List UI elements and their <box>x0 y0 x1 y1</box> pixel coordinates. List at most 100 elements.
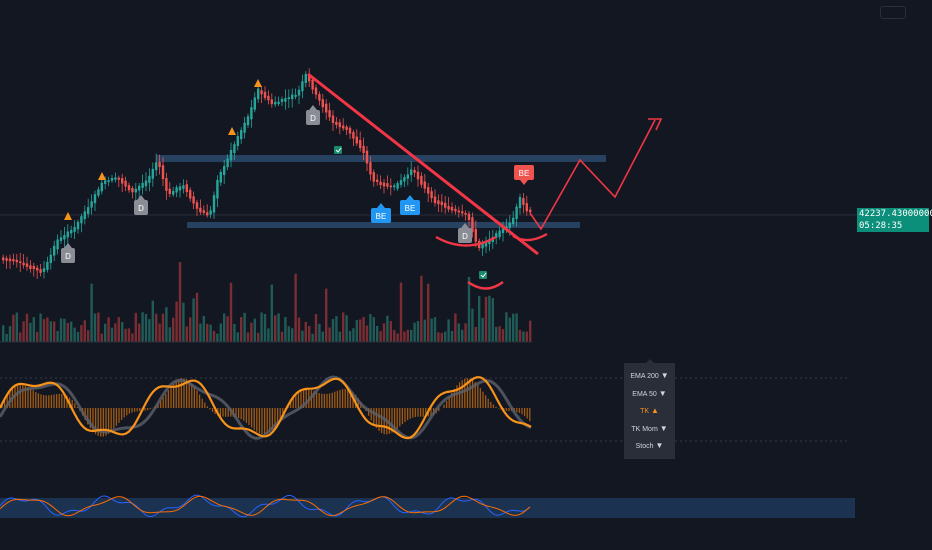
volume-bar <box>97 312 100 342</box>
candle-body <box>342 125 345 129</box>
be-bull-tag: BE <box>371 203 391 223</box>
volume-bar <box>243 312 246 342</box>
candle-body <box>471 217 474 233</box>
volume-bar <box>104 323 107 342</box>
candle-body <box>399 180 403 185</box>
volume-bar <box>410 329 413 342</box>
candle-body <box>508 222 511 229</box>
candle-body <box>246 116 250 126</box>
candle-body <box>328 110 331 118</box>
volume-bar <box>467 276 471 342</box>
tk-line <box>0 376 532 440</box>
volume-bar <box>229 282 233 342</box>
candle-body <box>355 136 358 144</box>
candle-body <box>376 179 379 182</box>
candle-body <box>209 210 212 215</box>
candle-body <box>331 115 335 123</box>
volume-bar <box>25 313 29 342</box>
candle-body <box>148 175 151 183</box>
candle-body <box>195 202 199 209</box>
volume-bar <box>172 317 175 342</box>
candle-body <box>22 262 25 266</box>
volume-bar <box>396 333 399 342</box>
volume-bar <box>15 312 18 342</box>
candle-body <box>267 95 270 101</box>
legend-item-ema50[interactable]: EMA 50 ▼ <box>624 385 675 403</box>
volume-bar <box>236 332 239 342</box>
volume-bar <box>223 313 226 342</box>
volume-bar <box>253 318 256 342</box>
candle-body <box>294 94 297 97</box>
trendline <box>307 72 539 256</box>
volume-bar <box>182 302 185 342</box>
volume-bar <box>199 323 202 342</box>
legend-item-tk-mom[interactable]: TK Mom ▼ <box>624 420 675 438</box>
volume-bar <box>2 325 5 342</box>
volume-bar <box>185 326 188 342</box>
candle-body <box>263 91 267 98</box>
volume-bar <box>413 322 416 342</box>
settings-button[interactable] <box>880 6 906 19</box>
volume-bar <box>212 330 216 342</box>
volume-bar <box>80 325 83 342</box>
volume-bar <box>246 332 250 342</box>
legend-item-stoch[interactable]: Stoch ▼ <box>624 437 675 455</box>
volume-bar <box>257 332 260 342</box>
volume-bar <box>416 321 420 342</box>
candle-body <box>87 207 90 214</box>
candle-body <box>155 162 158 171</box>
candle-body <box>90 201 93 208</box>
candle-body <box>243 122 246 133</box>
volume-bar <box>382 323 386 342</box>
candle-body <box>70 229 73 234</box>
d-signal-tag: D <box>306 105 320 125</box>
candle-body <box>529 209 532 213</box>
volume-bar <box>90 283 93 342</box>
volume-bar <box>328 327 331 342</box>
candle-body <box>182 185 185 189</box>
candle-body <box>216 179 219 199</box>
candle-body <box>522 198 525 205</box>
volume-bar <box>362 316 365 342</box>
volume-bar <box>270 284 273 342</box>
volume-bar <box>325 288 328 342</box>
volume-bar <box>70 321 73 342</box>
volume-bar <box>287 326 290 342</box>
volume-bar <box>59 318 63 342</box>
warning-triangle-icon <box>64 212 72 220</box>
candle-body <box>189 189 192 199</box>
volume-bar <box>464 323 467 342</box>
volume-bar <box>240 317 243 342</box>
volume-bar <box>444 331 447 342</box>
volume-bar <box>151 300 154 342</box>
volume-bar <box>138 323 141 342</box>
candle-body <box>202 210 205 213</box>
candle-body <box>335 121 338 125</box>
candle-body <box>63 235 66 240</box>
candle-body <box>15 259 18 263</box>
volume-bar <box>399 282 403 342</box>
volume-bar <box>471 308 474 342</box>
check-icon <box>480 272 487 278</box>
volume-bar <box>318 323 321 342</box>
legend-item-ema200[interactable]: EMA 200 ▼ <box>624 367 675 385</box>
warning-triangle-icon <box>254 79 262 87</box>
volume-bar <box>386 315 389 342</box>
candle-body <box>19 261 22 264</box>
volume-bar <box>53 321 56 342</box>
volume-bar <box>56 330 59 342</box>
volume-bar <box>393 330 396 342</box>
volume-bar <box>481 317 484 342</box>
volume-bar <box>280 331 284 342</box>
volume-bar <box>216 333 219 342</box>
candle-body <box>416 171 420 180</box>
candle-body <box>430 191 433 199</box>
volume-bar <box>437 332 440 342</box>
candle-body <box>348 127 352 134</box>
volume-bar <box>93 313 97 342</box>
volume-bar <box>124 328 127 342</box>
legend-item-tk[interactable]: TK ▲ <box>624 402 675 420</box>
candle-body <box>501 228 505 234</box>
candle-body <box>325 103 328 113</box>
